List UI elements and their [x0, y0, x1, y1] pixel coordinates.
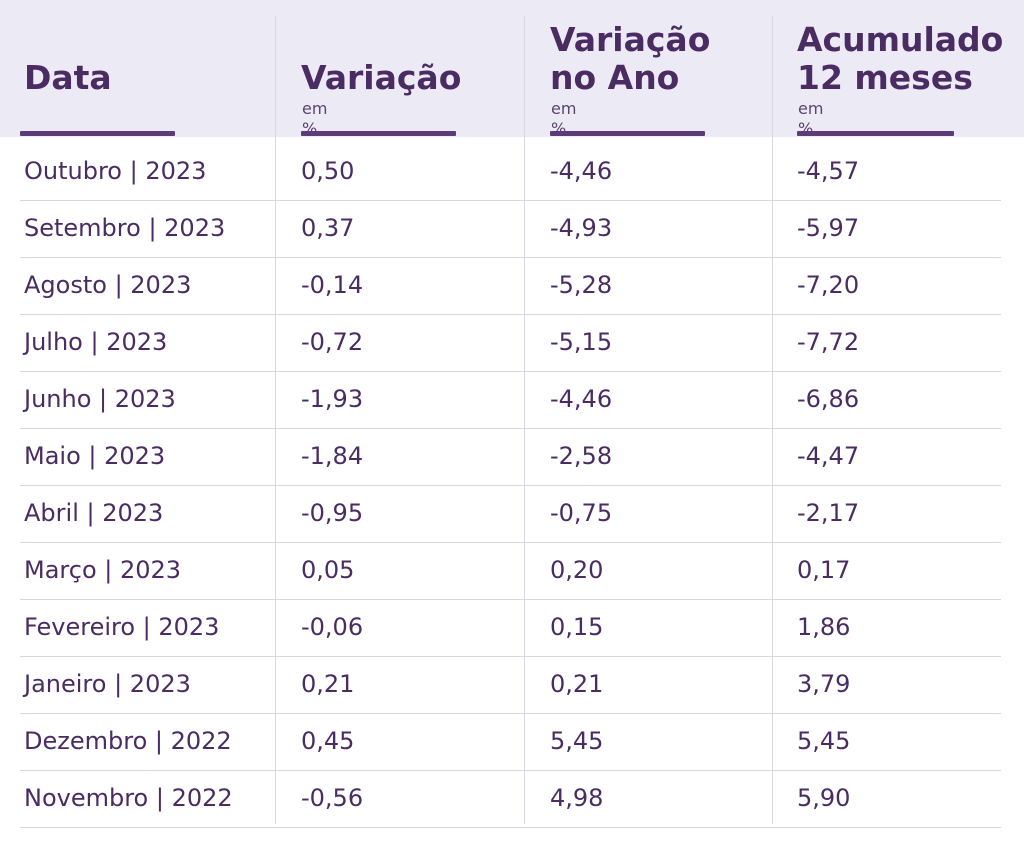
cell-date: Abril | 2023: [24, 499, 164, 527]
cell-variacao-ano: -4,46: [550, 385, 613, 413]
cell-variacao-ano: 0,21: [550, 670, 604, 698]
cell-date: Janeiro | 2023: [24, 670, 191, 698]
column-divider: [275, 16, 276, 824]
cell-date: Julho | 2023: [24, 328, 168, 356]
cell-acumulado-12m: -2,17: [797, 499, 860, 527]
cell-variacao-ano: 4,98: [550, 784, 604, 812]
cell-acumulado-12m: -6,86: [797, 385, 860, 413]
cell-variacao-ano: -4,93: [550, 214, 613, 242]
cell-date: Agosto | 2023: [24, 271, 192, 299]
cell-variacao: 0,37: [301, 214, 355, 242]
cell-date: Junho | 2023: [24, 385, 176, 413]
cell-acumulado-12m: 5,45: [797, 727, 851, 755]
cell-variacao: 0,45: [301, 727, 355, 755]
cell-acumulado-12m: 0,17: [797, 556, 851, 584]
cell-acumulado-12m: 1,86: [797, 613, 851, 641]
cell-variacao-ano: 0,20: [550, 556, 604, 584]
table-row: Março | 2023 0,05 0,20 0,17: [20, 542, 1001, 600]
cell-date: Setembro | 2023: [24, 214, 226, 242]
cell-variacao: -1,84: [301, 442, 364, 470]
cell-variacao-ano: -5,15: [550, 328, 613, 356]
column-title: Variação: [301, 58, 462, 97]
column-title: Data: [24, 58, 112, 97]
cell-variacao: -0,56: [301, 784, 364, 812]
cell-variacao-ano: -0,75: [550, 499, 613, 527]
cell-date: Fevereiro | 2023: [24, 613, 220, 641]
table-row: Outubro | 2023 0,50 -4,46 -4,57: [20, 143, 1001, 201]
cell-date: Novembro | 2022: [24, 784, 233, 812]
table-row: Novembro | 2022 -0,56 4,98 5,90: [20, 770, 1001, 828]
table-row: Agosto | 2023 -0,14 -5,28 -7,20: [20, 257, 1001, 315]
column-title: Variação no Ano: [550, 20, 711, 97]
cell-date: Maio | 2023: [24, 442, 166, 470]
cell-acumulado-12m: -4,57: [797, 157, 860, 185]
cell-variacao: 0,05: [301, 556, 355, 584]
cell-variacao-ano: 5,45: [550, 727, 604, 755]
cell-date: Março | 2023: [24, 556, 182, 584]
cell-variacao: -0,95: [301, 499, 364, 527]
cell-acumulado-12m: 5,90: [797, 784, 851, 812]
cell-variacao: -0,72: [301, 328, 364, 356]
cell-variacao-ano: -5,28: [550, 271, 613, 299]
column-divider: [524, 16, 525, 824]
column-underline: [797, 131, 954, 136]
cell-date: Dezembro | 2022: [24, 727, 232, 755]
cell-variacao-ano: -2,58: [550, 442, 613, 470]
cell-date: Outubro | 2023: [24, 157, 207, 185]
cell-variacao: 0,50: [301, 157, 355, 185]
table-row: Janeiro | 2023 0,21 0,21 3,79: [20, 656, 1001, 714]
cell-acumulado-12m: -4,47: [797, 442, 860, 470]
table-row: Maio | 2023 -1,84 -2,58 -4,47: [20, 428, 1001, 486]
cell-variacao: -0,06: [301, 613, 364, 641]
cell-variacao: -0,14: [301, 271, 364, 299]
table-row: Julho | 2023 -0,72 -5,15 -7,72: [20, 314, 1001, 372]
table-row: Setembro | 2023 0,37 -4,93 -5,97: [20, 200, 1001, 258]
cell-variacao: 0,21: [301, 670, 355, 698]
cell-variacao: -1,93: [301, 385, 364, 413]
table-header-band: [0, 0, 1024, 137]
column-divider: [772, 16, 773, 824]
table-row: Fevereiro | 2023 -0,06 0,15 1,86: [20, 599, 1001, 657]
table-row: Junho | 2023 -1,93 -4,46 -6,86: [20, 371, 1001, 429]
column-underline: [20, 131, 175, 136]
cell-acumulado-12m: -7,20: [797, 271, 860, 299]
cell-acumulado-12m: -5,97: [797, 214, 860, 242]
column-underline: [301, 131, 456, 136]
cell-acumulado-12m: -7,72: [797, 328, 860, 356]
cell-acumulado-12m: 3,79: [797, 670, 851, 698]
column-underline: [550, 131, 705, 136]
table-row: Dezembro | 2022 0,45 5,45 5,45: [20, 713, 1001, 771]
cell-variacao-ano: -4,46: [550, 157, 613, 185]
table-row: Abril | 2023 -0,95 -0,75 -2,17: [20, 485, 1001, 543]
column-title: Acumulado 12 meses: [797, 20, 1004, 97]
cell-variacao-ano: 0,15: [550, 613, 604, 641]
